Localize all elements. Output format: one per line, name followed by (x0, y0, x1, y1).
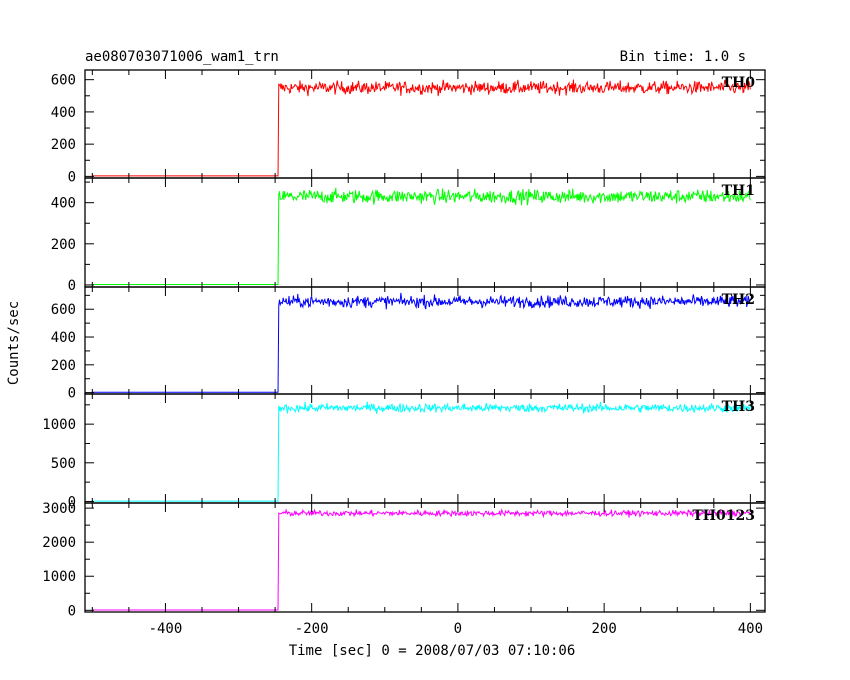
y-axis-label: Counts/sec (6, 301, 22, 385)
y-tick-label: 1000 (42, 417, 76, 433)
panel-label-th3: TH3 (722, 399, 755, 415)
x-tick-label: -400 (149, 621, 183, 637)
y-tick-label: 0 (68, 386, 76, 402)
panel-label-th0: TH0 (722, 75, 756, 91)
x-tick-label: -200 (295, 621, 329, 637)
panel-th1: 0 200 400 TH1 (51, 177, 766, 294)
y-tick-label: 500 (51, 456, 76, 472)
y-tick-label: 200 (51, 237, 76, 253)
series-line-th3 (92, 401, 751, 502)
y-tick-label: 200 (51, 358, 76, 374)
bin-time-label: Bin time: 1.0 s (620, 49, 746, 65)
y-tick-label: 0 (68, 603, 76, 619)
panel-th0: 0 200 400 600 TH0 (51, 69, 766, 185)
series-line-th1 (92, 187, 751, 286)
y-tick-label: 600 (51, 73, 76, 89)
y-tick-label: 0 (68, 278, 76, 294)
panel-label-th1: TH1 (722, 183, 755, 199)
y-tick-label: 3000 (42, 501, 76, 517)
panel-label-th2: TH2 (722, 292, 755, 308)
y-tick-label: 400 (51, 105, 76, 121)
panel-th0123: 0 1000 2000 3000 TH0123 (42, 501, 766, 619)
panel-frame (84, 502, 766, 613)
y-tick-label: 0 (68, 494, 76, 510)
panel-th2: 0 200 400 600 TH2 (51, 286, 766, 402)
y-tick-label: 200 (51, 137, 76, 153)
chart-title: ae080703071006_wam1_trn (85, 49, 279, 65)
x-tick-label: 400 (738, 621, 763, 637)
y-tick-label: 600 (51, 302, 76, 318)
y-tick-label: 2000 (42, 535, 76, 551)
y-tick-label: 0 (68, 169, 76, 185)
y-tick-label: 400 (51, 330, 76, 346)
panel-label-th0123: TH0123 (692, 508, 755, 524)
panel-group: 0 200 400 600 TH0 0 200 400 TH1 0 200 400 600 TH2 0 500… (42, 69, 766, 637)
series-line-th0 (92, 79, 751, 177)
panel-th3: 0 500 1000 TH3 (42, 393, 766, 510)
x-tick-label: 200 (591, 621, 616, 637)
series-line-th2 (92, 292, 751, 393)
x-tick-label: 0 (454, 621, 462, 637)
y-tick-label: 400 (51, 196, 76, 212)
series-line-th0123 (92, 508, 751, 611)
y-tick-label: 1000 (42, 569, 76, 585)
x-axis-label: Time [sec] 0 = 2008/07/03 07:10:06 (289, 643, 576, 659)
